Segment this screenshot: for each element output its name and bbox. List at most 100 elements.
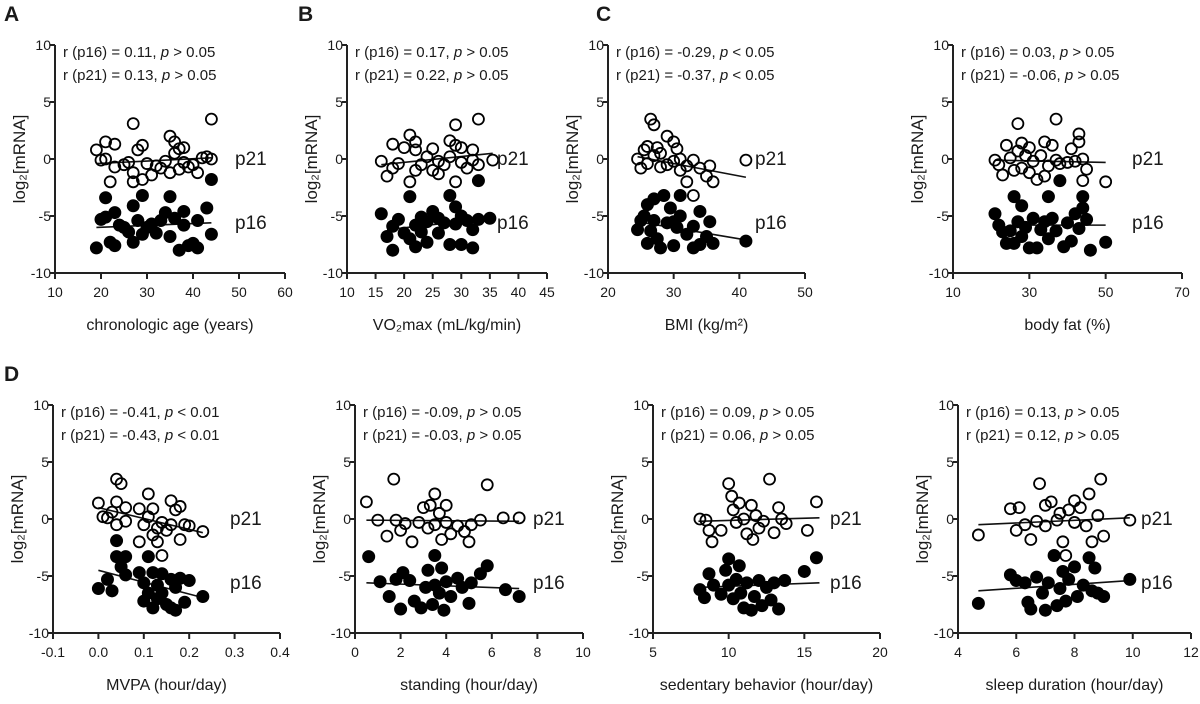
y-tick-label: 10 — [35, 37, 51, 53]
y-tick-label: 10 — [327, 37, 343, 53]
data-point-p16 — [663, 201, 677, 215]
data-point-p21 — [92, 496, 105, 510]
data-point-p21 — [462, 535, 476, 549]
x-tick-label: 50 — [1098, 284, 1114, 300]
data-point-p16 — [1061, 216, 1074, 230]
data-point-p21 — [693, 512, 707, 526]
data-point-p16 — [462, 596, 476, 610]
data-point-p21 — [1076, 174, 1090, 188]
data-point-p16 — [1007, 190, 1021, 204]
data-point-p21 — [779, 517, 793, 530]
data-point-p16 — [1059, 594, 1073, 608]
data-point-p21 — [449, 175, 462, 189]
data-point-p21 — [486, 153, 500, 167]
data-point-p16 — [119, 568, 133, 582]
data-point-p21 — [971, 528, 985, 542]
data-point-p21 — [432, 167, 445, 181]
data-point-p16 — [657, 188, 671, 202]
x-tick-label: 0.0 — [89, 644, 109, 660]
data-point-p16 — [1003, 224, 1017, 238]
stat-p-symbol: p — [1064, 427, 1073, 444]
data-point-p16 — [110, 534, 124, 548]
x-tick-label: 60 — [277, 284, 293, 300]
stat-text: > 0.05 — [462, 44, 508, 61]
stat-p-symbol: p — [466, 404, 475, 421]
x-tick-label: 70 — [1174, 284, 1190, 300]
y-tick-label: -5 — [592, 208, 605, 224]
correlation-stat: r (p16) = 0.11, p > 0.05 — [63, 44, 215, 61]
correlation-stat: r (p16) = -0.41, p < 0.01 — [61, 404, 219, 421]
correlation-stat: r (p16) = 0.03, p > 0.05 — [961, 44, 1114, 61]
data-point-p16 — [126, 235, 140, 249]
data-point-p21 — [146, 502, 160, 516]
x-axis-label: body fat (%) — [1024, 317, 1110, 334]
data-point-p21 — [1012, 501, 1026, 515]
data-point-p21 — [1033, 477, 1046, 491]
stat-p-symbol: p — [161, 67, 170, 84]
correlation-stat: r (p21) = 0.06, p > 0.05 — [661, 427, 814, 444]
series-p16: p16 — [971, 548, 1173, 617]
data-point-p21 — [435, 533, 449, 546]
series-label-p16: p16 — [533, 573, 565, 594]
series-label-p21: p21 — [230, 509, 262, 530]
stat-text: r (p21) = -0.06, — [961, 67, 1065, 84]
data-point-p21 — [132, 535, 146, 549]
stat-text: > 0.05 — [462, 67, 508, 84]
data-point-p16 — [697, 591, 711, 605]
data-point-p16 — [163, 230, 177, 244]
data-point-p21 — [1064, 142, 1078, 156]
series-p16: p16 — [693, 551, 862, 617]
stat-text: r (p16) = -0.09, — [363, 404, 467, 421]
data-point-p21 — [810, 495, 823, 509]
data-point-p16 — [431, 226, 445, 240]
data-point-p21 — [1000, 138, 1013, 152]
data-point-p16 — [131, 214, 145, 228]
data-point-p16 — [191, 241, 205, 255]
y-tick-label: 5 — [335, 94, 343, 110]
data-point-p21 — [686, 189, 700, 202]
data-point-p16 — [421, 563, 435, 577]
data-point-p21 — [103, 175, 117, 189]
data-point-p21 — [1080, 162, 1093, 176]
stat-text: r (p16) = 0.17, — [355, 44, 454, 61]
data-point-p21 — [110, 495, 123, 509]
data-point-p21 — [454, 141, 468, 155]
x-tick-label: 30 — [139, 284, 155, 300]
data-point-p21 — [428, 487, 442, 501]
stat-text: > 0.05 — [1073, 404, 1119, 421]
stat-p-symbol: p — [719, 44, 728, 61]
data-point-p16 — [177, 218, 191, 232]
data-point-p16 — [428, 548, 442, 562]
data-point-p16 — [1068, 560, 1081, 574]
x-tick-label: 25 — [425, 284, 441, 300]
data-point-p21 — [416, 501, 430, 515]
data-point-p16 — [191, 214, 205, 228]
data-point-p21 — [99, 152, 112, 166]
data-point-p21 — [496, 511, 510, 525]
stat-text: r (p21) = 0.12, — [966, 427, 1065, 444]
panel-letter: A — [4, 3, 19, 26]
x-tick-label: 6 — [488, 644, 496, 660]
data-point-p21 — [1038, 169, 1051, 183]
series-label-p21: p21 — [533, 509, 565, 530]
x-tick-label: 0 — [351, 644, 359, 660]
data-point-p21 — [173, 500, 187, 513]
series-p21: p21 — [359, 472, 565, 549]
data-point-p21 — [1003, 151, 1017, 165]
data-point-p21 — [767, 526, 781, 540]
y-tick-label: 10 — [938, 397, 954, 413]
data-point-p21 — [119, 514, 133, 528]
stat-text: < 0.05 — [728, 44, 774, 61]
panel-4: -10 -5 0 5 10 10 30 50 70 body fat (%) log₂[mRNA] r… — [908, 37, 1190, 334]
data-point-p21 — [439, 516, 453, 529]
data-point-p21 — [667, 135, 681, 149]
data-point-p16 — [100, 572, 114, 586]
x-tick-label: 10 — [47, 284, 63, 300]
data-point-p16 — [732, 559, 746, 573]
series-label-p16: p16 — [1132, 213, 1164, 234]
data-point-p21 — [1011, 117, 1025, 131]
data-point-p16 — [466, 241, 480, 255]
data-point-p21 — [686, 153, 700, 167]
data-point-p21 — [1022, 166, 1036, 180]
data-point-p21 — [996, 168, 1010, 182]
